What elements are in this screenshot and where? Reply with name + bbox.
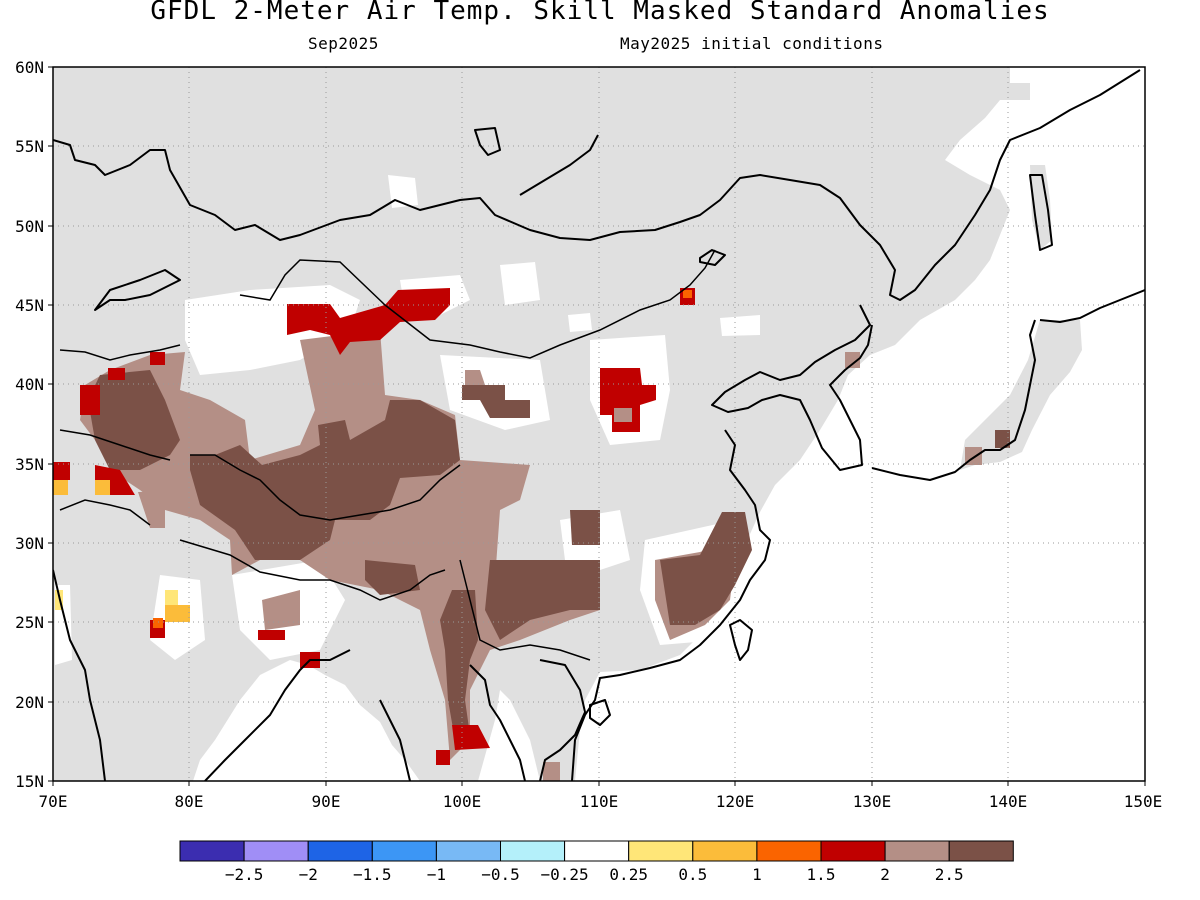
map-title: GFDL 2-Meter Air Temp. Skill Masked Stan…	[150, 0, 1050, 26]
anomaly-region-small	[462, 385, 530, 418]
anomaly-region-small	[138, 492, 165, 528]
lon-label: 110E	[580, 792, 619, 811]
anomaly-region-small	[53, 480, 68, 495]
lon-label: 80E	[175, 792, 204, 811]
anomaly-region-small	[570, 510, 600, 545]
colorbar-label: −2.5	[225, 865, 264, 884]
anomaly-region-small	[258, 630, 285, 640]
colorbar-swatch	[628, 840, 694, 862]
colorbar-swatch	[756, 840, 822, 862]
lat-label: 50N	[15, 217, 44, 236]
colorbar-swatch	[435, 840, 501, 862]
near-zero-patch	[720, 315, 760, 336]
anomaly-region-small	[845, 352, 860, 368]
colorbar-swatch	[371, 840, 437, 862]
colorbar-swatch	[500, 840, 566, 862]
anomaly-region-small	[165, 605, 190, 622]
lat-label: 25N	[15, 613, 44, 632]
masked-land-sakhalin	[1030, 165, 1052, 250]
anomaly-region-pamir	[80, 385, 100, 415]
anomaly-region-se-coast	[660, 512, 752, 625]
colorbar-label: 2.5	[935, 865, 964, 884]
country-borders	[59, 249, 716, 661]
colorbar-swatch	[884, 840, 950, 862]
lat-label: 60N	[15, 58, 44, 77]
near-zero-patch	[500, 262, 540, 305]
anomaly-region-mongolia-west	[287, 288, 450, 355]
colorbar-swatch	[948, 840, 1014, 862]
anomaly-region-small	[543, 762, 560, 781]
colorbar-swatch	[820, 840, 886, 862]
near-zero-patch	[568, 313, 592, 332]
colorbar-label: −0.25	[541, 865, 589, 884]
valid-month-label: Sep2025	[308, 34, 379, 53]
colorbar-swatch	[564, 840, 630, 862]
lat-label: 30N	[15, 534, 44, 553]
anomaly-region-mekong	[440, 590, 478, 740]
lat-label: 35N	[15, 455, 44, 474]
anomaly-region-small	[452, 725, 490, 750]
anomaly-region-small	[108, 368, 125, 380]
anomaly-region-small	[614, 408, 632, 422]
colorbar-label: 1	[752, 865, 762, 884]
anomaly-region-yunnan	[485, 560, 600, 640]
lon-label: 130E	[853, 792, 892, 811]
colorbar: −2.5 −2 −1.5 −1 −0.5 −0.25 0.25 0.5 1 1.5 2 2.5	[179, 840, 1014, 884]
colorbar-label: −0.5	[481, 865, 520, 884]
colorbar-label: −1.5	[353, 865, 392, 884]
colorbar-label: 0.25	[609, 865, 648, 884]
anomaly-region-small	[95, 480, 110, 495]
anomaly-region-small	[465, 370, 485, 387]
anomaly-region-small	[995, 430, 1010, 448]
lat-label: 55N	[15, 137, 44, 156]
lat-label: 20N	[15, 693, 44, 712]
colorbar-label: 2	[880, 865, 890, 884]
colorbar-swatch	[243, 840, 309, 862]
lat-label: 45N	[15, 296, 44, 315]
colorbar-swatch	[307, 840, 373, 862]
axis-ticks	[48, 66, 1146, 786]
anomaly-region-small	[436, 750, 450, 765]
colorbar-label: 1.5	[807, 865, 836, 884]
colorbar-label: −1	[427, 865, 446, 884]
lat-label: 40N	[15, 375, 44, 394]
anomaly-region-small	[262, 590, 300, 630]
lon-label: 150E	[1124, 792, 1163, 811]
anomaly-region-small	[150, 352, 165, 365]
anomaly-region-small	[165, 590, 178, 605]
colorbar-label: 0.5	[678, 865, 707, 884]
anomaly-region-small	[153, 618, 163, 628]
masked-land-japan	[960, 320, 1082, 470]
colorbar-label: −2	[299, 865, 318, 884]
lat-label: 15N	[15, 772, 44, 791]
lon-label: 100E	[443, 792, 482, 811]
anomaly-region-tibet-core	[190, 400, 460, 560]
anomaly-region-small	[365, 560, 420, 595]
anomaly-region-small	[53, 462, 70, 480]
coastlines	[53, 69, 1145, 781]
anomaly-region-small	[683, 290, 692, 298]
initial-conditions-label: May2025 initial conditions	[620, 34, 884, 53]
colorbar-swatch	[692, 840, 758, 862]
lon-label: 70E	[39, 792, 68, 811]
lon-label: 120E	[716, 792, 755, 811]
lon-label: 90E	[312, 792, 341, 811]
anomaly-region-western	[88, 370, 180, 470]
lon-label: 140E	[989, 792, 1028, 811]
colorbar-swatch	[179, 840, 245, 862]
